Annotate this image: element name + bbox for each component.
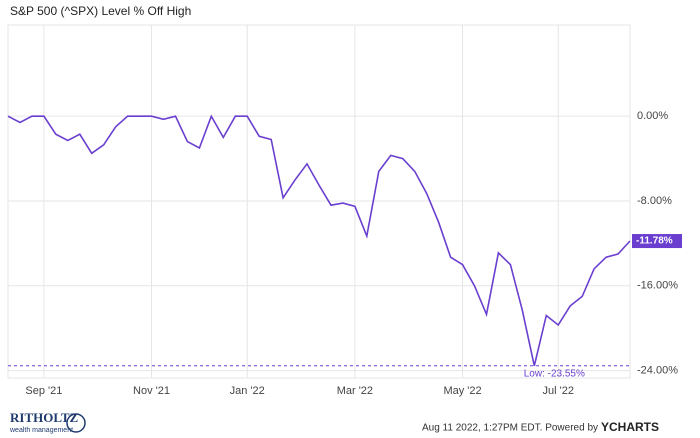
y-tick-label: -8.00% [637,195,672,207]
y-tick-label: -24.00% [637,364,678,376]
y-tick-label: 0.00% [637,110,668,122]
x-tick-label: Jan '22 [230,385,265,397]
line [7,114,631,366]
logo-mark [66,413,86,433]
chart-title: S&P 500 (^SPX) Level % Off High [10,4,191,18]
logo-sub: wealth management [9,427,73,434]
x-tick-label: Jul '22 [543,385,574,397]
timestamp: Aug 11 2022, 1:27PM EDT. Powered by [422,423,598,434]
value-label: -11.78% [636,236,673,247]
y-tick-label: -16.00% [637,280,678,292]
plot-area [7,24,631,379]
x-tick-label: Mar '22 [337,385,373,397]
x-tick-label: Sep '21 [25,385,62,397]
logo: RITHOLTZ [10,410,78,425]
low-label: Low: -23.55% [524,368,585,379]
value-label-box [632,234,682,249]
x-tick-label: May '22 [443,385,481,397]
brand: YCHARTS [601,420,659,434]
x-tick-label: Nov '21 [133,385,170,397]
